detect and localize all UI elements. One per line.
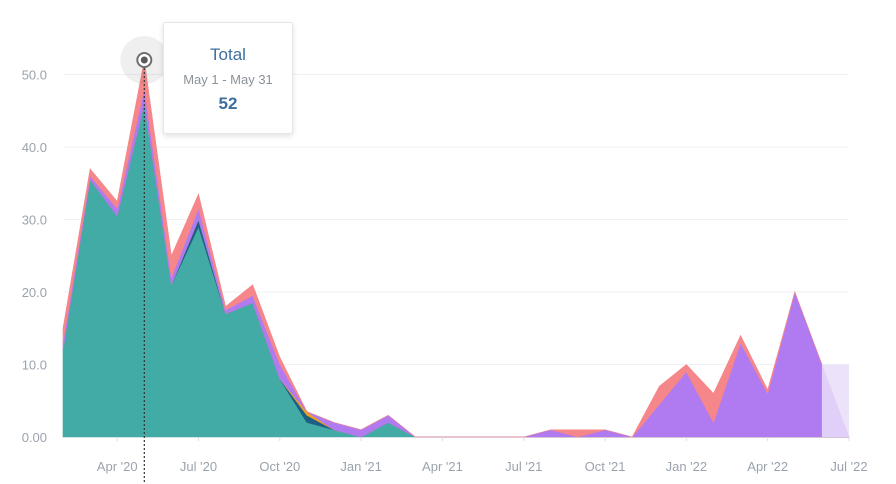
tooltip-title: Total	[210, 45, 246, 64]
chart-tooltip: Total May 1 - May 31 52	[163, 22, 293, 134]
y-tick-label: 30.0	[22, 213, 47, 228]
partial-period-shade	[821, 364, 849, 437]
y-tick-label: 10.0	[22, 358, 47, 373]
x-tick-label: Apr '20	[97, 459, 138, 474]
y-tick-label: 50.0	[22, 68, 47, 83]
x-tick-label: Apr '21	[422, 459, 463, 474]
tooltip-date-range: May 1 - May 31	[183, 72, 273, 87]
tooltip-value: 52	[218, 94, 238, 113]
x-tick-label: Oct '21	[585, 459, 626, 474]
x-tick-label: Oct '20	[259, 459, 300, 474]
x-tick-label: Jan '22	[666, 459, 708, 474]
y-tick-label: 0.00	[22, 430, 47, 445]
hover-point-dot	[140, 56, 148, 64]
x-tick-label: Jan '21	[340, 459, 382, 474]
y-tick-label: 40.0	[22, 140, 47, 155]
y-tick-label: 20.0	[22, 285, 47, 300]
x-tick-label: Jul '22	[830, 459, 867, 474]
x-tick-label: Jul '20	[180, 459, 217, 474]
x-tick-label: Jul '21	[505, 459, 542, 474]
x-tick-label: Apr '22	[747, 459, 788, 474]
